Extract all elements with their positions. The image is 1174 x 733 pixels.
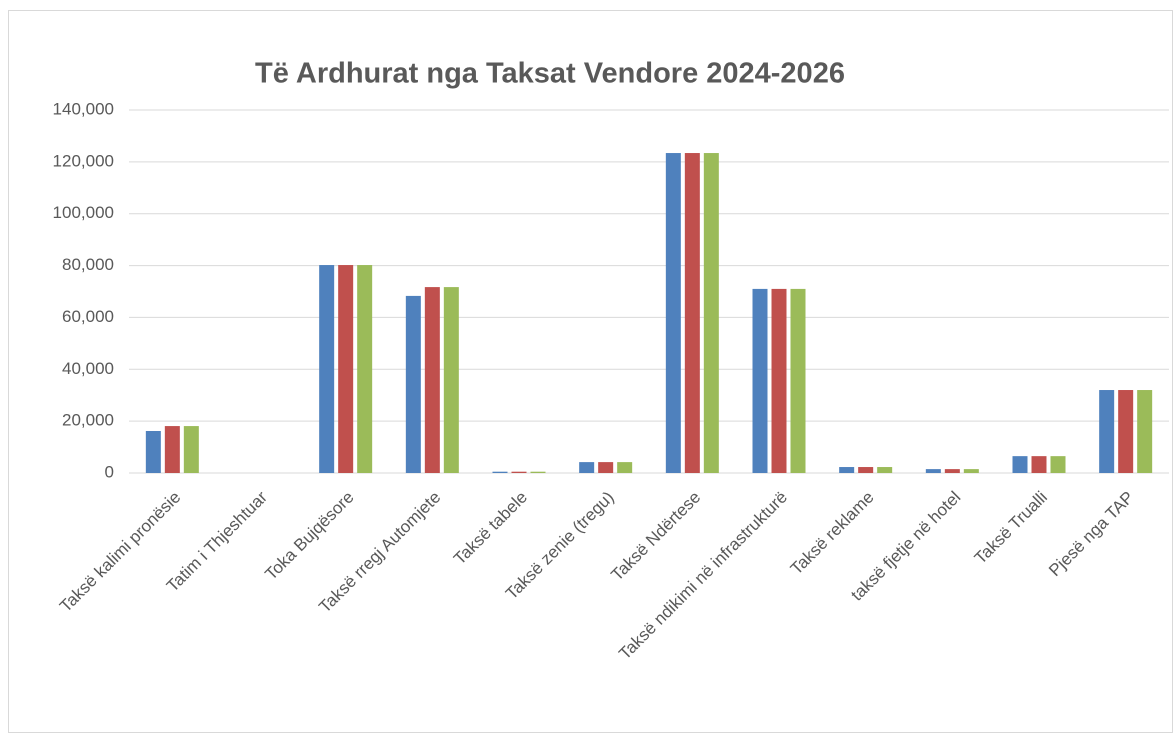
bar: [492, 471, 508, 473]
y-tick-label: 120,000: [53, 151, 114, 170]
y-tick-label: 80,000: [62, 255, 114, 274]
bar: [925, 469, 941, 473]
bar: [443, 287, 459, 473]
bar: [877, 467, 893, 473]
bar: [617, 462, 633, 473]
y-tick-label: 0: [105, 462, 114, 481]
bar: [1031, 456, 1047, 473]
bar: [511, 471, 527, 473]
bar: [1012, 456, 1028, 473]
bar: [319, 265, 335, 473]
y-tick-label: 100,000: [53, 203, 114, 222]
bar: [771, 288, 787, 473]
bar: [424, 287, 440, 473]
bar: [790, 288, 806, 473]
bar: [1118, 390, 1134, 473]
bar: [858, 467, 874, 473]
y-tick-label: 60,000: [62, 307, 114, 326]
y-tick-label: 140,000: [53, 99, 114, 118]
bar: [530, 471, 546, 473]
bar: [579, 462, 595, 473]
bar: [665, 153, 681, 473]
bar: [684, 153, 700, 473]
chart-frame: [8, 10, 1173, 733]
bar: [703, 153, 719, 473]
bar: [963, 469, 979, 473]
bar: [1137, 390, 1153, 473]
bar: [145, 430, 161, 473]
bar: [839, 467, 855, 473]
bar: [752, 288, 768, 473]
bar: [944, 469, 960, 473]
y-tick-label: 20,000: [62, 411, 114, 430]
bar: [1050, 456, 1066, 473]
bar: [338, 265, 354, 473]
y-tick-label: 40,000: [62, 359, 114, 378]
bar: [405, 295, 421, 473]
chart-title: Të Ardhurat nga Taksat Vendore 2024-2026: [255, 58, 845, 90]
bar: [598, 462, 614, 473]
bar: [357, 265, 373, 473]
bar: [183, 426, 199, 473]
bar: [164, 426, 180, 473]
bar: [1099, 390, 1115, 473]
